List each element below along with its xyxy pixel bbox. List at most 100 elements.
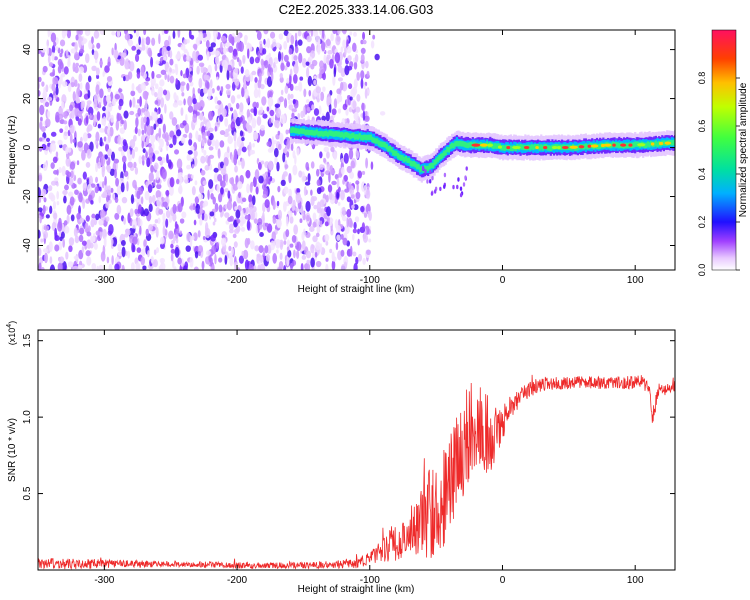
spectrogram-noise-cell	[263, 38, 266, 45]
spectrogram-noise-cell	[189, 256, 194, 268]
spectrogram-noise-cell	[69, 104, 74, 112]
spectrogram-noise-cell	[90, 236, 94, 242]
spectrogram-noise-cell	[41, 143, 47, 151]
spectrogram-noise-cell	[227, 64, 232, 72]
spectrogram-noise-cell	[361, 170, 366, 176]
spectrogram-spark	[431, 176, 434, 181]
spectrogram-noise-cell	[214, 63, 218, 72]
spectrogram-ridge-peak	[551, 145, 558, 150]
spectrogram-noise-cell	[105, 140, 109, 145]
spectrogram-noise-cell	[153, 162, 159, 171]
spectrogram-noise-cell	[308, 89, 312, 97]
spectrogram-ridge-core	[357, 134, 360, 140]
spectrogram-noise-cell	[116, 204, 122, 215]
spectrogram-noise-cell	[102, 228, 107, 240]
spectrogram-noise-cell	[56, 169, 59, 176]
snr-x-ticks: -300 -200 -100 0 100	[94, 330, 644, 586]
spectrogram-noise-cell	[267, 244, 272, 254]
spectrogram-ridge-core	[377, 140, 380, 146]
spectrogram-noise-cell	[256, 101, 259, 109]
spectrogram-noise-cell	[364, 88, 368, 99]
spectrogram-noise-cell	[280, 51, 284, 61]
spectrogram-noise-cell	[260, 160, 265, 165]
spectrogram-noise-cell	[51, 45, 56, 54]
colorbar: 0.0 0.2 0.4 0.6 0.8 Normalized spectral ampl…	[697, 29, 749, 276]
spectrogram-noise-cell	[91, 48, 95, 56]
spectrogram-noise-cell	[45, 84, 49, 93]
spectrogram-noise-cell	[188, 67, 192, 72]
spectrogram-noise-cell	[249, 72, 254, 82]
spectrogram-ridge-core	[626, 143, 629, 149]
spectrogram-noise-cell	[137, 128, 141, 137]
spectrogram-noise-cell	[67, 191, 74, 197]
spectrogram-noise-cell	[345, 108, 349, 116]
spectrogram-noise-cell	[305, 67, 310, 78]
spectrogram-noise-cell	[323, 157, 327, 163]
spectrogram-noise-cell	[264, 199, 270, 209]
spectrogram-noise-cell	[355, 191, 361, 200]
spectrogram-noise-cell	[39, 121, 43, 130]
spectrogram-noise-cell	[244, 34, 248, 46]
spectrogram-noise-cell	[108, 223, 114, 235]
spectrogram-ridge-peak	[543, 145, 548, 150]
spectrogram-noise-cell	[353, 111, 359, 121]
spectrogram-noise-cell	[151, 194, 156, 204]
spectrogram-noise-cell	[352, 42, 357, 53]
spectrogram-noise-cell	[65, 146, 69, 155]
spectrogram-noise-cell	[221, 108, 227, 118]
spectrogram-noise-cell	[193, 104, 197, 111]
spectrogram-ridge-core	[586, 144, 589, 150]
spectrogram-noise-cell	[48, 241, 53, 253]
spectrogram-noise-cell	[47, 55, 51, 64]
spectrogram-noise-cell	[145, 228, 149, 237]
spectrogram-noise-cell	[165, 218, 169, 228]
spectrogram-noise-cell	[138, 204, 142, 213]
spectrogram-noise-cell	[313, 108, 320, 116]
spectrogram-noise-cell	[288, 188, 292, 199]
spectrogram-noise-cell	[234, 67, 239, 74]
spectrogram-noise-cell	[158, 127, 162, 139]
spectrogram-noise-cell	[245, 207, 250, 215]
spectrogram-noise-cell	[74, 235, 80, 244]
spectrogram-noise-cell	[370, 161, 374, 170]
spectrogram-ridge-core	[423, 165, 427, 171]
spectrogram-noise-cell	[59, 39, 66, 47]
spectrogram-noise-cell	[269, 31, 276, 39]
spectrogram-noise-cell	[275, 120, 280, 129]
spectrogram-noise-cell	[156, 196, 162, 208]
spectrogram-noise-cell	[97, 123, 102, 129]
spectrogram-noise-cell	[130, 90, 136, 97]
spectrogram-y-ticks: -40 -20 0 20 40	[22, 44, 675, 253]
spectrogram-noise-cell	[95, 176, 99, 183]
spectrogram-noise-cell	[213, 167, 219, 173]
spectrogram-noise-cell	[96, 74, 100, 79]
spectrogram-noise-cell	[62, 81, 68, 87]
spectrogram-noise-cell	[136, 265, 140, 270]
spectrogram-noise-cell	[139, 225, 142, 235]
spectrogram-noise-cell	[352, 228, 358, 234]
spectrogram-noise-cell	[215, 242, 220, 249]
spectrogram-noise-cell	[293, 249, 296, 259]
spectrogram-noise-cell	[275, 107, 282, 119]
spectrogram-noise-cell	[288, 99, 293, 105]
spectrogram-noise-cell	[325, 263, 329, 270]
spectrogram-noise-cell	[188, 138, 193, 146]
spectrogram-noise-cell	[315, 260, 322, 268]
spectrogram-noise-cell	[234, 165, 238, 173]
spectrogram-noise-cell	[258, 260, 261, 266]
spectrogram-ridge-peak	[578, 145, 585, 149]
spectrogram-noise-cell	[301, 58, 307, 68]
spectrogram-noise-cell	[262, 113, 268, 119]
spectrogram-noise-cell	[154, 219, 159, 224]
spectrogram-noise-cell	[57, 47, 61, 54]
spectrogram-noise-cell	[129, 61, 135, 72]
spectrogram-ridge-core	[353, 134, 357, 140]
spectrogram-noise-cell	[132, 179, 137, 189]
spectrogram-ridge-core	[318, 131, 322, 137]
spectrogram-noise-cell	[202, 180, 207, 186]
spectrogram-noise-cell	[264, 222, 269, 227]
spectrogram-noise-cell	[54, 244, 60, 252]
spectrogram-noise-cell	[159, 79, 165, 87]
spectrogram-noise-cell	[216, 184, 221, 193]
spectrogram-ridge-core	[407, 157, 411, 164]
